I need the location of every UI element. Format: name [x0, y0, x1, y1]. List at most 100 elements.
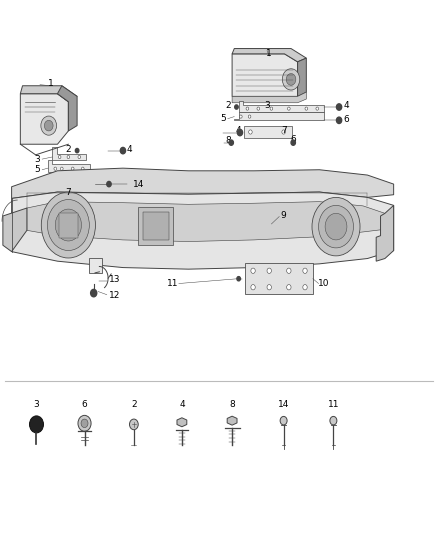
Polygon shape [232, 54, 297, 96]
Bar [138, 207, 173, 245]
Polygon shape [52, 148, 86, 160]
Circle shape [318, 205, 353, 248]
Text: 3: 3 [34, 400, 39, 409]
Polygon shape [3, 208, 27, 252]
Circle shape [303, 268, 307, 273]
Circle shape [280, 416, 287, 425]
Circle shape [288, 107, 290, 110]
Circle shape [44, 120, 53, 131]
Circle shape [248, 115, 251, 118]
Polygon shape [227, 416, 237, 425]
Text: 6: 6 [344, 115, 350, 124]
Circle shape [47, 199, 89, 251]
Circle shape [305, 107, 307, 110]
Circle shape [303, 285, 307, 290]
Circle shape [270, 107, 273, 110]
Circle shape [330, 416, 337, 425]
Circle shape [91, 289, 97, 297]
Polygon shape [20, 94, 68, 144]
Text: 11: 11 [167, 279, 179, 288]
Circle shape [267, 285, 272, 290]
Polygon shape [177, 418, 187, 427]
Circle shape [237, 130, 243, 136]
Circle shape [81, 167, 84, 170]
Text: 11: 11 [328, 400, 339, 409]
Circle shape [336, 104, 342, 110]
Circle shape [78, 156, 81, 159]
Text: 1: 1 [266, 50, 272, 58]
Circle shape [41, 192, 95, 258]
Circle shape [67, 156, 70, 159]
Circle shape [120, 148, 126, 154]
Text: 5: 5 [34, 165, 40, 174]
Bar [143, 212, 169, 240]
Circle shape [257, 107, 260, 110]
Text: 7: 7 [66, 188, 71, 197]
Circle shape [286, 74, 296, 85]
Polygon shape [232, 92, 306, 103]
Text: 9: 9 [281, 212, 286, 221]
Circle shape [78, 415, 91, 431]
Bar [89, 258, 102, 273]
Circle shape [56, 182, 59, 185]
Circle shape [58, 156, 61, 159]
Text: 6: 6 [290, 135, 296, 144]
Text: 4: 4 [236, 126, 241, 135]
Circle shape [60, 167, 63, 170]
Text: 5: 5 [221, 114, 226, 123]
Circle shape [75, 149, 79, 153]
Circle shape [130, 419, 138, 430]
Text: 2: 2 [131, 400, 137, 409]
Circle shape [81, 419, 88, 427]
Circle shape [54, 167, 57, 170]
Text: 8: 8 [225, 136, 231, 145]
Text: 4: 4 [179, 400, 185, 409]
Polygon shape [48, 160, 90, 172]
Polygon shape [234, 112, 324, 120]
Polygon shape [232, 49, 306, 62]
Text: 4: 4 [344, 101, 349, 110]
Circle shape [291, 140, 295, 146]
Text: 2: 2 [225, 101, 231, 110]
Polygon shape [12, 192, 394, 269]
Circle shape [287, 268, 291, 273]
Circle shape [71, 167, 74, 170]
Circle shape [251, 285, 255, 290]
Text: 7: 7 [281, 126, 286, 135]
Text: 1: 1 [48, 78, 54, 87]
Circle shape [237, 277, 240, 281]
Text: 10: 10 [318, 279, 329, 288]
Circle shape [316, 107, 318, 110]
Text: 6: 6 [81, 400, 88, 409]
Text: 4: 4 [127, 145, 132, 154]
Circle shape [73, 182, 75, 185]
Circle shape [251, 268, 255, 273]
Circle shape [41, 116, 57, 135]
Circle shape [107, 181, 111, 187]
Circle shape [325, 213, 347, 240]
Circle shape [267, 268, 272, 273]
Polygon shape [297, 58, 306, 96]
Bar [245, 263, 313, 294]
Bar [244, 126, 292, 138]
Circle shape [240, 115, 242, 118]
Circle shape [283, 69, 300, 90]
Text: 14: 14 [278, 400, 290, 409]
Circle shape [246, 107, 249, 110]
Text: 14: 14 [133, 180, 144, 189]
Bar [59, 213, 78, 238]
Polygon shape [27, 201, 385, 241]
Polygon shape [20, 86, 77, 102]
Circle shape [55, 209, 81, 241]
Circle shape [235, 105, 238, 109]
Text: 3: 3 [34, 155, 40, 164]
Circle shape [336, 117, 342, 124]
Circle shape [29, 416, 43, 433]
Circle shape [282, 130, 286, 134]
Circle shape [249, 130, 252, 134]
Text: 12: 12 [109, 291, 120, 300]
Text: 3: 3 [264, 101, 270, 110]
Circle shape [229, 140, 233, 146]
Polygon shape [376, 205, 394, 261]
Polygon shape [57, 86, 77, 131]
